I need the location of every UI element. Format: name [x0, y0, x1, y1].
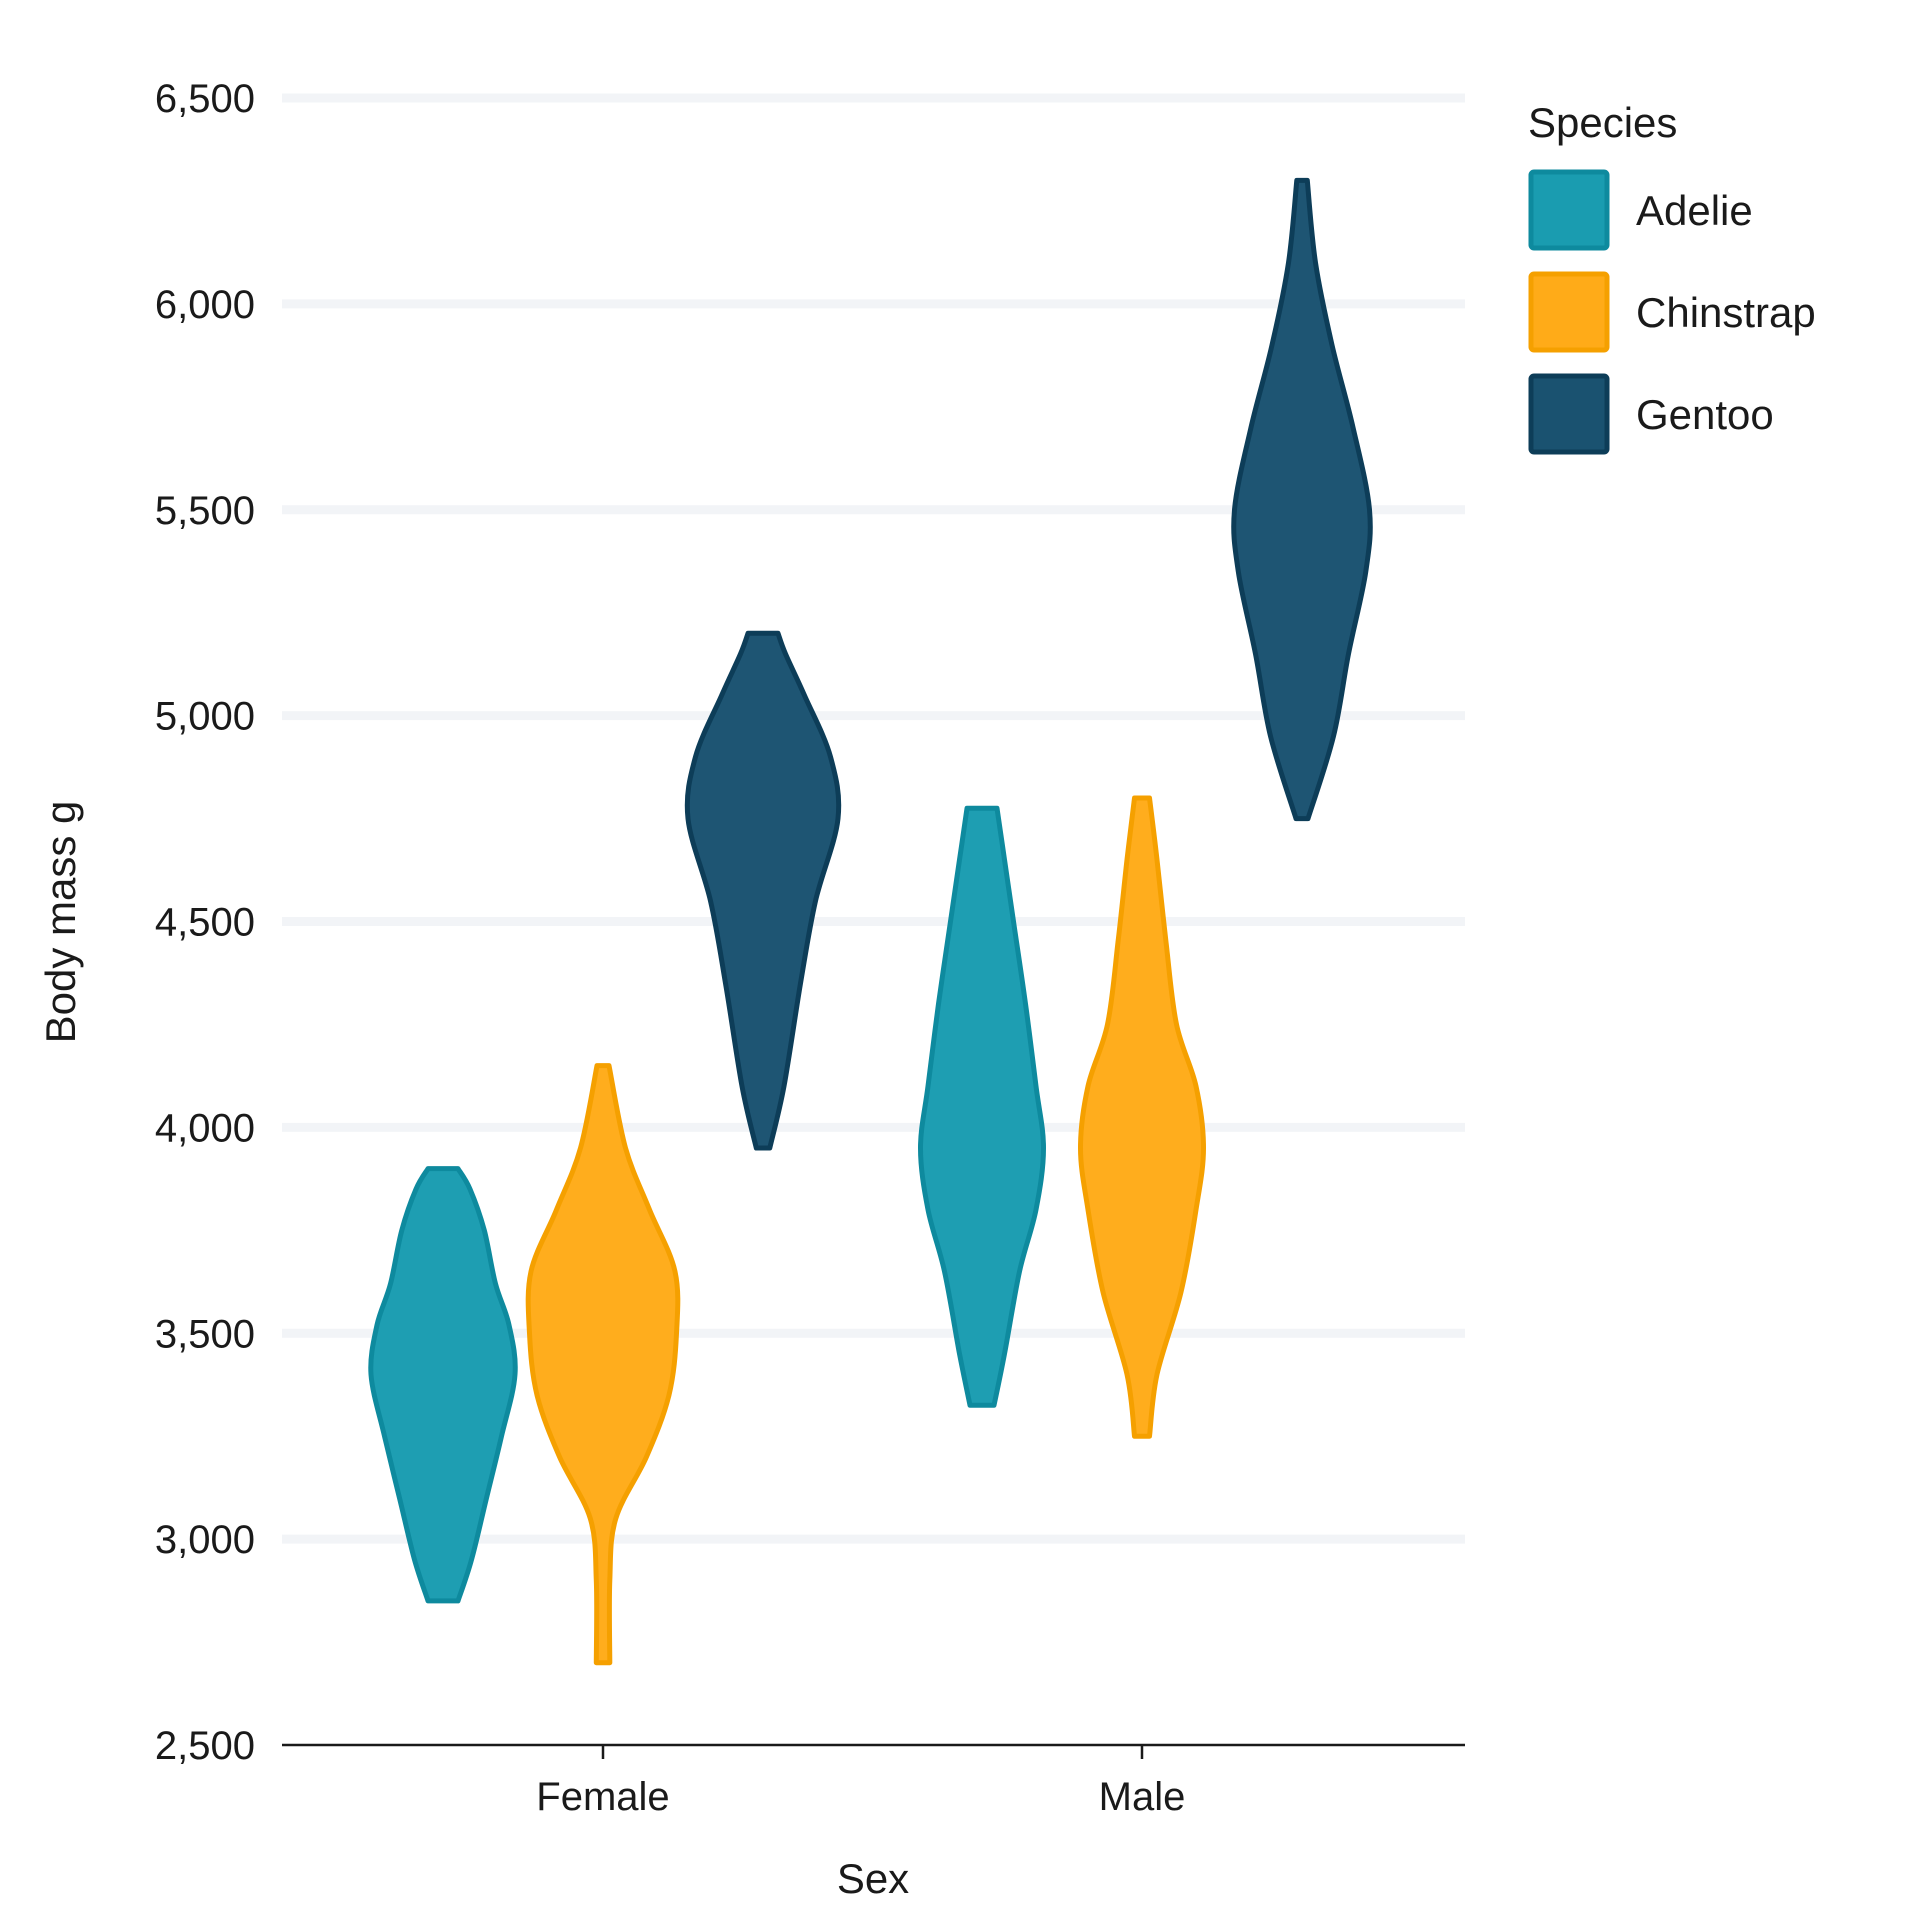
legend-label-gentoo: Gentoo — [1636, 391, 1774, 438]
y-tick-label: 6,000 — [155, 283, 255, 327]
x-tick-label: Female — [536, 1775, 669, 1819]
x-tick-label: Male — [1099, 1775, 1186, 1819]
y-tick-label: 4,000 — [155, 1106, 255, 1150]
violin-plot-area — [368, 177, 1373, 1666]
violin-adelie-male — [918, 805, 1046, 1408]
y-tick-label: 3,500 — [155, 1312, 255, 1356]
y-tick-label: 6,500 — [155, 77, 255, 121]
legend-title: Species — [1528, 99, 1677, 146]
y-tick-label: 5,000 — [155, 695, 255, 739]
x-axis-title: Sex — [837, 1855, 909, 1902]
y-tick-label: 4,500 — [155, 901, 255, 945]
violin-chinstrap-male — [1078, 795, 1206, 1439]
violin-chinstrap-female — [525, 1063, 681, 1666]
violin-gentoo-male — [1231, 177, 1373, 822]
axes: 2,500 3,000 3,500 4,000 4,500 5,000 5,500 6,000… — [155, 77, 1465, 1819]
violin-adelie-female — [368, 1166, 518, 1604]
y-tick-label: 3,000 — [155, 1518, 255, 1562]
legend-label-adelie: Adelie — [1636, 187, 1753, 234]
legend-key-chinstrap — [1528, 271, 1610, 353]
legend: Species Adelie Chinstrap Gentoo — [1528, 99, 1816, 455]
legend-key-gentoo — [1528, 373, 1610, 455]
legend-label-chinstrap: Chinstrap — [1636, 289, 1816, 336]
legend-key-adelie — [1528, 169, 1610, 251]
violin-gentoo-female — [684, 630, 842, 1151]
y-axis-title: Body mass g — [37, 801, 84, 1044]
y-tick-label: 2,500 — [155, 1724, 255, 1768]
y-tick-label: 5,500 — [155, 489, 255, 533]
